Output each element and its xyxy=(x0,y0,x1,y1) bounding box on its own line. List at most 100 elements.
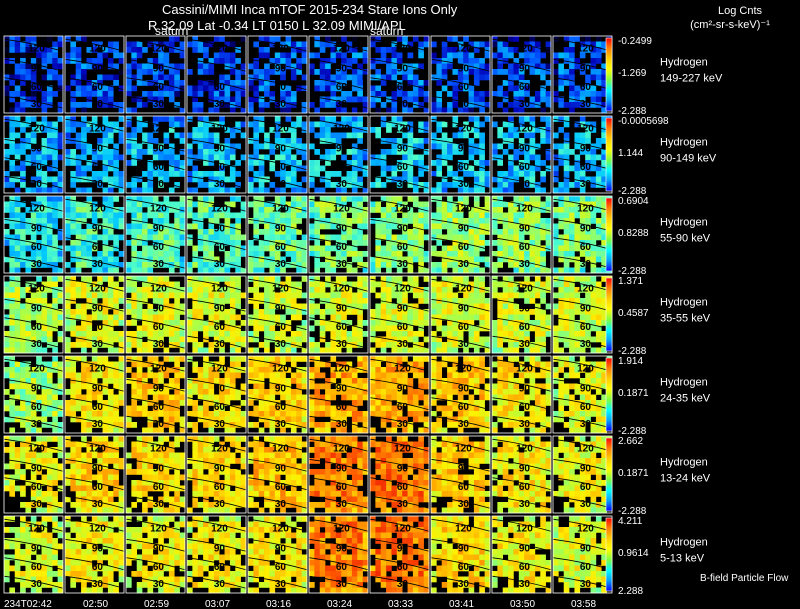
contour-label: 90 xyxy=(214,223,226,234)
contour-label: 30 xyxy=(336,499,348,510)
panel-r0-c5: 30 60 90 120 xyxy=(308,35,369,114)
contour-label: 30 xyxy=(31,259,43,270)
panel-r2-c0: 30 60 90 120 xyxy=(3,195,64,274)
contour-label: 30 xyxy=(214,579,226,590)
contour-label: 120 xyxy=(150,523,167,534)
contour-label: 60 xyxy=(336,82,348,93)
contour-label: 30 xyxy=(31,339,43,350)
contour-label: 90 xyxy=(519,463,531,474)
contour-label: 60 xyxy=(92,562,104,573)
contour-label: 60 xyxy=(580,82,592,93)
contour-label: 30 xyxy=(458,259,470,270)
orbit-info: R 32.09 Lat -0.34 LT 0150 L 32.09 MIMI/A… xyxy=(148,18,406,33)
panel-r3-c4: 30 60 90 120 xyxy=(247,275,308,354)
panel-r4-c1: 30 60 90 120 xyxy=(64,355,125,434)
contour-label: 60 xyxy=(397,402,409,413)
panel-r0-c3: 30 60 90 120 xyxy=(186,35,247,114)
contour-label: 30 xyxy=(214,499,226,510)
panel-r5-c2: 30 60 90 120 xyxy=(125,435,186,514)
contour-label: 30 xyxy=(31,179,43,190)
contour-label: 120 xyxy=(150,443,167,454)
panel-r2-c7: 30 60 90 120 xyxy=(430,195,491,274)
contour-label: 60 xyxy=(519,562,531,573)
contour-label: 120 xyxy=(272,123,289,134)
contour-label: 60 xyxy=(92,82,104,93)
contour-label: 120 xyxy=(577,203,594,214)
contour-label: 60 xyxy=(458,322,470,333)
contour-label: 120 xyxy=(211,443,228,454)
contour-label: 30 xyxy=(458,339,470,350)
contour-label: 90 xyxy=(458,143,470,154)
contour-label: 90 xyxy=(519,63,531,74)
energy-label: 24-35 keV xyxy=(660,392,711,404)
contour-label: 90 xyxy=(275,303,287,314)
contour-label: 120 xyxy=(150,203,167,214)
contour-label: 120 xyxy=(333,523,350,534)
contour-label: 30 xyxy=(397,339,409,350)
contour-label: 30 xyxy=(153,579,165,590)
contour-label: 60 xyxy=(31,562,43,573)
panel-r5-c5: 30 60 90 120 xyxy=(308,435,369,514)
contour-label: 120 xyxy=(272,43,289,54)
energy-label: 13-24 keV xyxy=(660,472,711,484)
contour-label: 60 xyxy=(336,402,348,413)
energy-label: 149-227 keV xyxy=(660,72,723,84)
contour-label: 90 xyxy=(580,543,592,554)
contour-label: 60 xyxy=(580,242,592,253)
contour-label: 60 xyxy=(580,482,592,493)
contour-label: 60 xyxy=(458,402,470,413)
panel-r0-c8: 30 60 90 120 xyxy=(491,35,552,114)
species-label: Hydrogen xyxy=(660,536,708,548)
contour-label: 120 xyxy=(89,123,106,134)
contour-label: 30 xyxy=(336,579,348,590)
contour-label: 30 xyxy=(153,259,165,270)
panel-r2-c2: 30 60 90 120 xyxy=(125,195,186,274)
time-tick-label: 234T02:42 xyxy=(4,599,52,609)
species-label: Hydrogen xyxy=(660,456,708,468)
contour-label: 30 xyxy=(397,579,409,590)
colorbar-min-label: -2.288 xyxy=(618,106,647,117)
species-label: Hydrogen xyxy=(660,56,708,68)
contour-label: 90 xyxy=(153,383,165,394)
contour-label: 90 xyxy=(92,63,104,74)
contour-label: 30 xyxy=(153,499,165,510)
panel-r4-c2: 30 60 90 120 xyxy=(125,355,186,434)
contour-label: 60 xyxy=(214,82,226,93)
contour-label: 60 xyxy=(458,482,470,493)
contour-label: 90 xyxy=(580,303,592,314)
contour-label: 60 xyxy=(519,402,531,413)
contour-label: 60 xyxy=(275,82,287,93)
contour-label: 90 xyxy=(92,543,104,554)
colorbar-mid-label: 0.4587 xyxy=(618,308,649,319)
contour-label: 30 xyxy=(519,339,531,350)
panel-r1-c8: 30 60 90 120 xyxy=(491,115,552,194)
contour-label: 30 xyxy=(92,99,104,110)
contour-label: 120 xyxy=(272,203,289,214)
contour-label: 30 xyxy=(519,499,531,510)
saturn-label: saturn xyxy=(155,24,188,38)
contour-label: 30 xyxy=(336,339,348,350)
contour-label: 60 xyxy=(214,162,226,173)
energy-label: 5-13 keV xyxy=(660,552,705,564)
contour-label: 120 xyxy=(28,123,45,134)
contour-label: 90 xyxy=(92,463,104,474)
panel-r5-c6: 30 60 90 120 xyxy=(369,435,430,514)
contour-label: 120 xyxy=(333,203,350,214)
contour-label: 30 xyxy=(92,579,104,590)
contour-label: 60 xyxy=(458,562,470,573)
contour-label: 90 xyxy=(153,143,165,154)
contour-label: 120 xyxy=(394,283,411,294)
colorbar-1 xyxy=(605,117,613,192)
contour-label: 120 xyxy=(89,443,106,454)
contour-label: 120 xyxy=(211,523,228,534)
contour-label: 90 xyxy=(92,223,104,234)
contour-label: 90 xyxy=(336,303,348,314)
contour-label: 120 xyxy=(89,523,106,534)
contour-label: 30 xyxy=(31,499,43,510)
colorbar-6 xyxy=(605,517,613,592)
contour-label: 120 xyxy=(394,123,411,134)
contour-label: 30 xyxy=(458,99,470,110)
contour-label: 90 xyxy=(31,383,43,394)
contour-label: 60 xyxy=(153,82,165,93)
contour-label: 30 xyxy=(458,179,470,190)
